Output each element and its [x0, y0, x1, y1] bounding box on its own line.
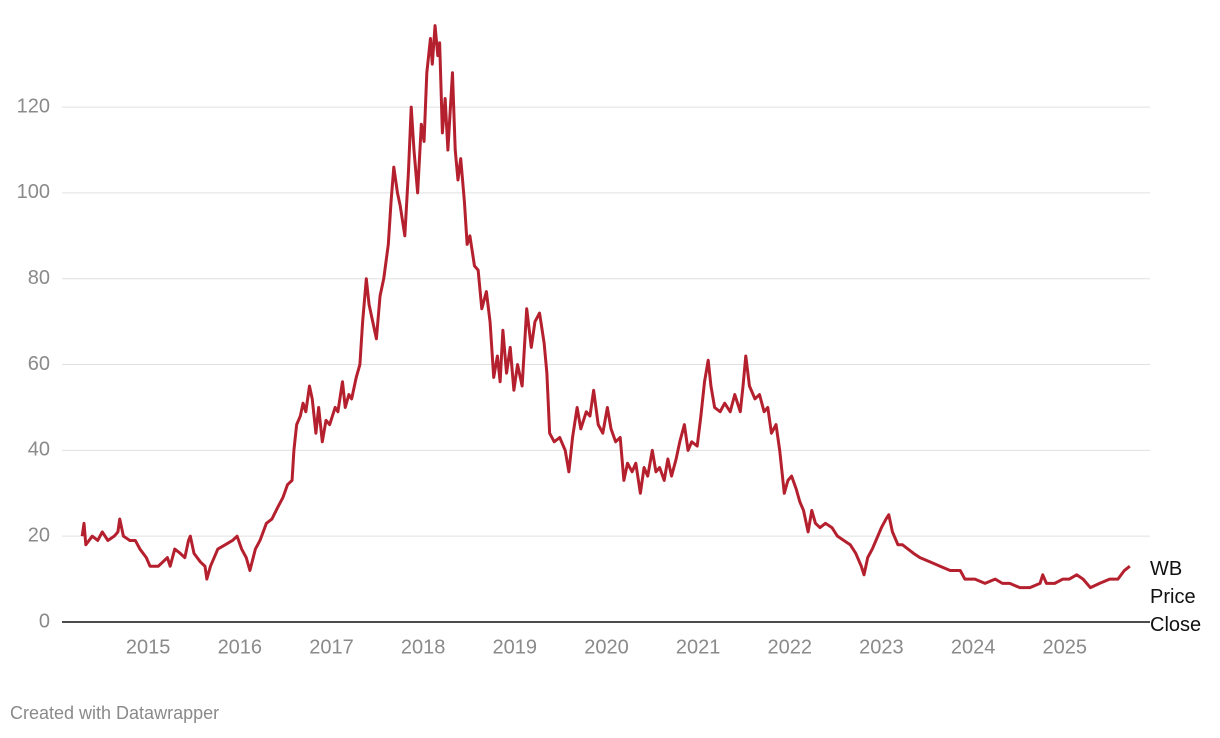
y-tick-label: 120 — [17, 95, 50, 117]
x-tick-label: 2020 — [584, 636, 629, 658]
x-tick-label: 2022 — [768, 636, 813, 658]
x-tick-label: 2021 — [676, 636, 721, 658]
y-tick-label: 40 — [28, 439, 50, 461]
x-tick-label: 2017 — [309, 636, 354, 658]
x-tick-label: 2015 — [126, 636, 171, 658]
y-tick-label: 80 — [28, 267, 50, 289]
x-tick-label: 2019 — [493, 636, 538, 658]
y-tick-label: 60 — [28, 353, 50, 375]
y-tick-label: 100 — [17, 181, 50, 203]
x-tick-label: 2023 — [859, 636, 904, 658]
y-tick-label: 0 — [39, 610, 50, 632]
x-tick-label: 2018 — [401, 636, 446, 658]
x-tick-label: 2016 — [218, 636, 263, 658]
price-line — [80, 24, 1131, 590]
x-tick-label: 2025 — [1043, 636, 1088, 658]
series-label: WB Price Close — [1150, 558, 1202, 636]
x-tick-label: 2024 — [951, 636, 996, 658]
y-tick-label: 20 — [28, 524, 50, 546]
footer: Created with Datawrapper — [10, 703, 220, 723]
